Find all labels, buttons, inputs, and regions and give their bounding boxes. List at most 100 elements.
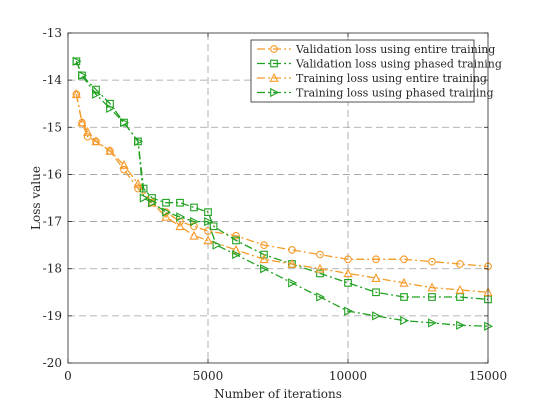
- data-point: [399, 277, 409, 287]
- data-point: [316, 250, 324, 259]
- data-point: [139, 184, 148, 193]
- data-point: [400, 293, 408, 301]
- data-point: [161, 211, 171, 221]
- data-point: [204, 208, 212, 216]
- ticks: 0 5000 10000 15000 -20 -19 -18 -17 -16 -15 -14 -13: [43, 26, 507, 383]
- data-point: [259, 254, 269, 264]
- data-point: [77, 117, 87, 127]
- data-point: [344, 255, 352, 264]
- data-point: [204, 227, 212, 235]
- y-axis-label: Loss value: [29, 166, 43, 230]
- data-point: [288, 246, 296, 254]
- data-point: [106, 103, 116, 114]
- data-point: [91, 136, 101, 146]
- data-point: [83, 132, 92, 141]
- data-point: [260, 250, 268, 259]
- data-point: [316, 269, 324, 278]
- data-point: [162, 207, 172, 217]
- x-tick-label: 0: [64, 369, 72, 383]
- legend-marker: [270, 59, 278, 68]
- data-point: [344, 279, 352, 287]
- data-point: [190, 203, 198, 212]
- y-tick-label: -20: [43, 356, 62, 370]
- legend-item: Training loss using entire training: [257, 72, 487, 85]
- legend-marker: [269, 72, 279, 82]
- data-point: [134, 136, 144, 147]
- data-point: [428, 293, 436, 301]
- legend: Validation loss using entire training Val…: [250, 39, 502, 103]
- data-point: [372, 255, 380, 264]
- data-point: [400, 315, 410, 326]
- legend-item: Validation loss using phased training: [257, 58, 502, 71]
- data-point: [456, 260, 464, 268]
- series-line: [75, 94, 489, 293]
- data-point: [139, 193, 149, 203]
- legend-label: Validation loss using phased training: [295, 58, 502, 71]
- data-point: [260, 264, 270, 274]
- data-point: [260, 241, 268, 249]
- data-point: [427, 282, 437, 292]
- series-line: [75, 61, 489, 301]
- data-point: [92, 89, 102, 99]
- data-point: [72, 56, 82, 66]
- legend-label: Training loss using phased training: [296, 87, 494, 100]
- series-4: [72, 56, 494, 331]
- legend-box: [250, 39, 475, 103]
- x-tick-label: 10000: [329, 369, 367, 383]
- data-point: [455, 284, 465, 294]
- data-point: [212, 240, 222, 250]
- data-point: [316, 292, 326, 302]
- y-tick-label: -17: [43, 215, 62, 229]
- data-point: [162, 198, 170, 207]
- data-point: [400, 255, 408, 264]
- y-tick-label: -19: [43, 309, 62, 323]
- data-point: [82, 126, 93, 136]
- data-point: [344, 306, 354, 316]
- data-point: [428, 318, 438, 328]
- data-point: [189, 230, 199, 240]
- data-point: [203, 235, 213, 245]
- x-tick-label: 15000: [469, 369, 507, 383]
- y-tick-label: -13: [43, 26, 62, 40]
- data-point: [232, 249, 242, 260]
- data-point: [232, 236, 240, 245]
- data-point: [119, 159, 129, 169]
- y-tick-label: -16: [43, 167, 62, 181]
- legend-marker: [270, 45, 278, 53]
- legend-item: Validation loss using entire training: [257, 43, 495, 56]
- data-point: [372, 311, 382, 321]
- y-tick-label: -18: [43, 262, 62, 276]
- data-point: [120, 165, 128, 174]
- data-point: [71, 89, 82, 99]
- data-point: [456, 320, 466, 330]
- plot-frame: [67, 32, 489, 364]
- data-point: [120, 117, 130, 128]
- series-layer: [71, 56, 494, 331]
- data-point: [133, 178, 143, 188]
- legend-label: Training loss using entire training: [296, 72, 487, 85]
- legend-marker: [270, 87, 280, 98]
- data-point: [176, 198, 184, 207]
- data-point: [315, 263, 325, 273]
- data-point: [147, 197, 157, 207]
- data-point: [287, 258, 297, 268]
- series-line: [75, 61, 489, 327]
- data-point: [204, 216, 214, 227]
- legend-label: Validation loss using entire training: [295, 43, 495, 56]
- data-point: [148, 198, 158, 208]
- series-line: [75, 94, 489, 268]
- data-point: [343, 268, 353, 278]
- legend-item: Training loss using phased training: [257, 87, 494, 100]
- data-point: [371, 273, 381, 282]
- data-point: [288, 278, 298, 288]
- data-point: [232, 231, 240, 240]
- x-axis-label: Number of iterations: [214, 387, 342, 401]
- data-point: [190, 216, 200, 227]
- y-tick-label: -14: [43, 73, 63, 87]
- data-point: [209, 222, 218, 231]
- data-point: [176, 212, 186, 222]
- data-point: [372, 288, 380, 297]
- data-point: [105, 145, 115, 155]
- data-point: [428, 257, 436, 266]
